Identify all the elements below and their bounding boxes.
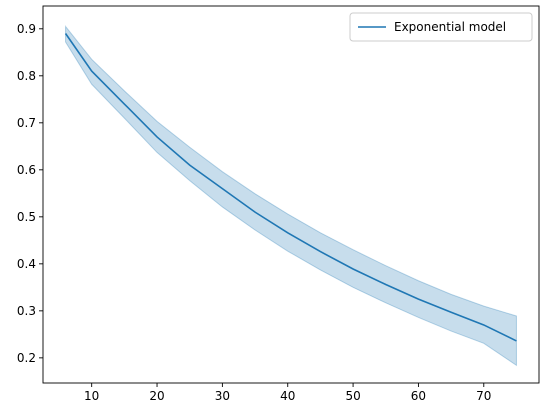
confidence-band-0: [65, 25, 517, 367]
x-tick-label: 60: [411, 389, 426, 403]
x-tick-label: 20: [149, 389, 164, 403]
x-tick-label: 50: [345, 389, 360, 403]
y-tick-label: 0.6: [17, 163, 36, 177]
legend-box: [349, 12, 533, 42]
series-line-0: [64, 33, 517, 342]
y-tick-label: 0.7: [17, 116, 36, 130]
legend: Exponential model: [349, 12, 533, 42]
y-axis: 0.2 0.3 0.4 0.5 0.6 0.7 0.8 0.9: [17, 22, 43, 365]
y-tick-label: 0.4: [17, 257, 36, 271]
y-tick-label: 0.3: [17, 304, 36, 318]
plot-area: [64, 25, 517, 367]
x-tick-label: 30: [215, 389, 230, 403]
y-tick-label: 0.2: [17, 351, 36, 365]
y-tick-label: 0.8: [17, 69, 36, 83]
y-tick-label: 0.5: [17, 210, 36, 224]
x-tick-label: 10: [84, 389, 99, 403]
x-tick-label: 70: [476, 389, 491, 403]
legend-label: Exponential model: [394, 20, 506, 34]
y-tick-label: 0.9: [17, 22, 36, 36]
axes-frame: [42, 5, 540, 384]
x-tick-label: 40: [280, 389, 295, 403]
x-axis: 10 20 30 40 50 60 70: [84, 383, 491, 403]
